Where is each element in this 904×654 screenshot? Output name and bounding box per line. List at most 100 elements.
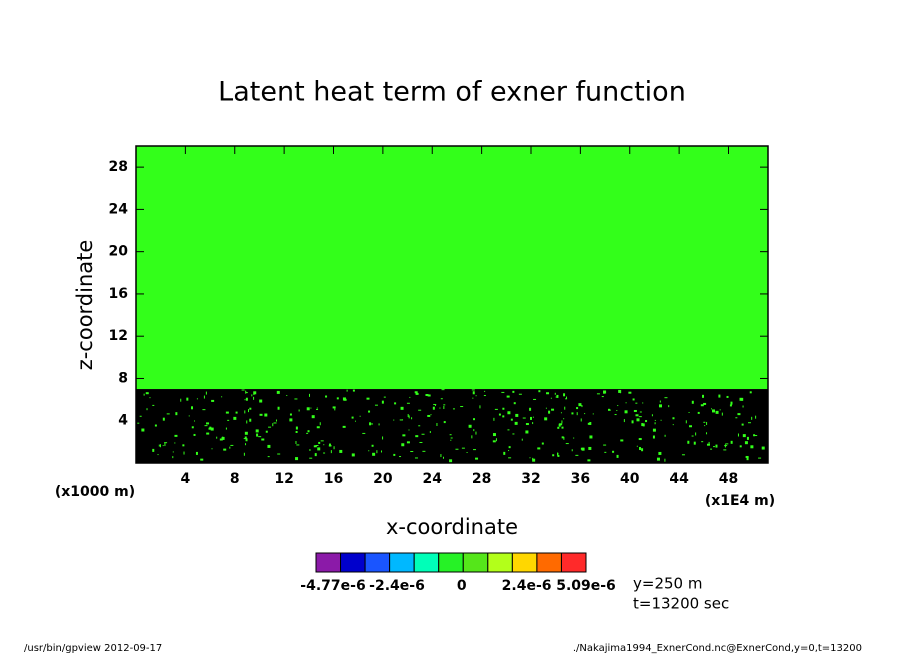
speckle: [639, 447, 642, 451]
speckle: [249, 418, 252, 422]
speckle: [571, 412, 574, 415]
speckle: [551, 408, 555, 411]
speckle: [318, 441, 321, 444]
annotation: t=13200 sec: [633, 595, 729, 613]
speckle: [729, 404, 732, 407]
speckle: [245, 397, 248, 401]
speckle: [715, 410, 719, 414]
speckle: [703, 421, 706, 423]
speckle: [563, 418, 565, 420]
speckle: [532, 416, 534, 418]
speckle: [475, 457, 479, 460]
speckle: [246, 420, 248, 424]
speckle: [296, 444, 300, 446]
x-tick-label: 28: [472, 471, 491, 487]
speckle: [659, 400, 661, 403]
speckle: [202, 409, 206, 411]
speckle: [471, 435, 473, 439]
x-axis-label: x-coordinate: [386, 515, 518, 539]
speckle: [146, 408, 148, 411]
speckle: [225, 411, 229, 414]
speckle: [492, 433, 496, 437]
speckle: [442, 456, 444, 459]
speckle: [425, 394, 429, 397]
speckle: [521, 438, 523, 441]
speckle: [525, 430, 529, 434]
speckle: [635, 402, 638, 404]
speckle: [307, 430, 310, 433]
speckle: [158, 444, 160, 447]
speckle: [208, 427, 212, 430]
speckle: [191, 426, 194, 429]
speckle: [508, 457, 512, 459]
speckle: [211, 399, 215, 402]
speckle: [588, 446, 592, 450]
speckle: [180, 398, 182, 402]
speckle: [563, 436, 565, 440]
y-axis-label: z-coordinate: [73, 240, 97, 371]
speckle: [508, 450, 510, 452]
speckle: [188, 415, 190, 417]
speckle: [143, 393, 145, 396]
x-tick-label: 8: [230, 471, 240, 487]
contour-region: [136, 389, 768, 463]
speckle: [507, 429, 510, 431]
speckle: [368, 410, 371, 413]
speckle: [219, 438, 223, 441]
speckle: [418, 425, 421, 427]
speckle: [306, 432, 309, 434]
speckle: [618, 389, 622, 393]
speckle: [205, 391, 207, 395]
speckle: [750, 445, 754, 449]
speckle: [587, 459, 591, 462]
speckle: [258, 436, 262, 438]
speckle: [507, 411, 511, 415]
speckle: [276, 390, 280, 394]
speckle: [206, 432, 210, 435]
speckle: [415, 435, 419, 438]
colorbar-box: [413, 552, 440, 573]
speckle: [372, 452, 376, 456]
speckle: [422, 450, 426, 452]
speckle: [298, 409, 300, 412]
speckle: [352, 389, 355, 392]
speckle: [253, 396, 255, 400]
speckle: [544, 417, 548, 421]
speckle: [601, 396, 604, 398]
speckle: [475, 431, 477, 435]
speckle: [289, 413, 292, 416]
speckle: [166, 413, 170, 415]
y-tick-label: 24: [109, 201, 129, 217]
speckle: [430, 414, 432, 416]
speckle: [495, 438, 497, 442]
speckle: [576, 412, 578, 416]
speckle: [656, 457, 660, 461]
speckle: [510, 418, 513, 421]
speckle: [210, 427, 212, 430]
speckle: [310, 407, 312, 409]
speckle: [518, 393, 522, 395]
speckle: [402, 434, 406, 437]
speckle: [328, 443, 331, 447]
speckle: [399, 456, 402, 458]
speckle: [295, 430, 298, 433]
speckle: [623, 419, 625, 423]
speckle: [174, 434, 178, 437]
speckle: [316, 407, 318, 409]
speckle: [703, 402, 707, 405]
speckle: [440, 454, 442, 458]
speckle: [440, 398, 443, 400]
speckle: [342, 425, 346, 428]
speckle: [533, 398, 537, 400]
speckle: [522, 417, 526, 419]
speckle: [512, 390, 515, 393]
speckle: [502, 407, 505, 410]
speckle: [484, 390, 486, 392]
speckle: [211, 448, 213, 450]
speckle: [414, 391, 418, 394]
speckle: [410, 451, 414, 453]
speckle: [473, 449, 477, 451]
speckle: [193, 433, 196, 436]
speckle: [137, 422, 140, 424]
